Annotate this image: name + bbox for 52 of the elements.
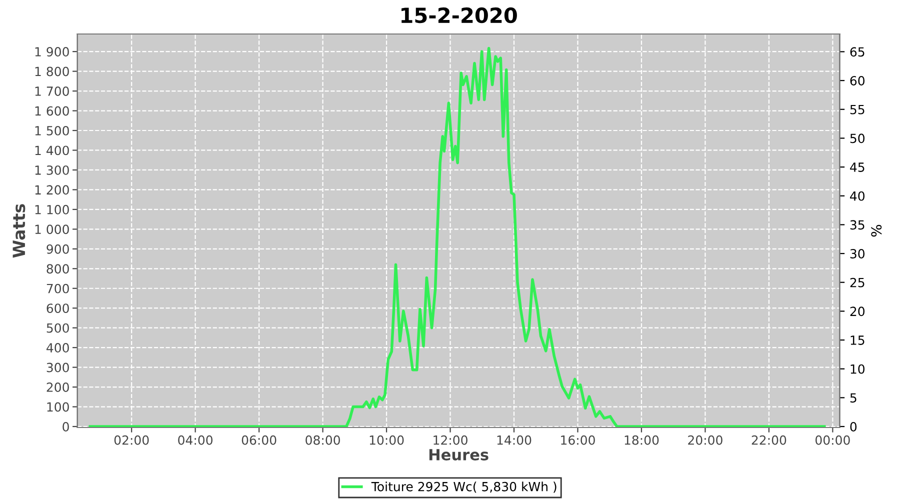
y-tick-label: 1 700 — [35, 86, 69, 96]
y2-tick-label: 5 — [850, 393, 856, 403]
y-tick-label: 100 — [47, 402, 69, 412]
y2-tick-label: 20 — [850, 306, 864, 316]
y-tick-label: 200 — [46, 382, 69, 392]
chart-title: 15-2-2020 — [402, 7, 517, 24]
y2-tick-label: 55 — [850, 105, 864, 114]
y2-tick-label: 25 — [850, 278, 864, 288]
y-tick-label: 1 600 — [35, 106, 69, 116]
y-tick-label: 600 — [46, 304, 69, 314]
x-tick-label: 18:00 — [624, 435, 659, 445]
x-tick-label: 04:00 — [178, 435, 212, 445]
y-tick-label: 1 400 — [35, 146, 69, 156]
y2-tick-label: 40 — [850, 191, 864, 201]
y2-tick-label: 65 — [850, 47, 864, 57]
x-tick-label: 16:00 — [561, 435, 595, 445]
y-tick-label: 1 500 — [35, 126, 69, 136]
y-tick-label: 0 — [62, 422, 69, 432]
x-tick-label: 14:00 — [497, 435, 532, 445]
x-tick-label: 12:00 — [434, 435, 468, 445]
y-tick-label: 900 — [46, 244, 69, 254]
y-tick-label: 1 900 — [35, 47, 69, 56]
y-tick-label: 400 — [46, 343, 69, 353]
x-tick-label: 06:00 — [242, 435, 276, 445]
y-tick-label: 500 — [46, 323, 69, 333]
y-tick-label: 1 200 — [35, 185, 69, 195]
y-tick-label: 800 — [46, 264, 69, 274]
y2-tick-label: 10 — [850, 364, 864, 374]
y2-tick-label: 30 — [850, 249, 864, 258]
y2-tick-label: 60 — [850, 76, 864, 86]
legend-label: Toiture 2925 Wc( 5,830 kWh ) — [371, 482, 556, 493]
x-axis-title: Heures — [429, 449, 488, 460]
x-tick-label: 20:00 — [688, 435, 722, 445]
y-tick-label: 1 100 — [35, 204, 69, 214]
y2-axis-title: % — [871, 224, 882, 237]
y-tick-label: 700 — [46, 284, 69, 294]
y2-tick-label: 50 — [850, 134, 864, 144]
y-axis-title: Watts — [12, 204, 26, 258]
y-tick-label: 300 — [46, 362, 69, 372]
y2-tick-label: 35 — [850, 220, 864, 230]
y-tick-label: 1 300 — [35, 165, 69, 175]
y2-tick-label: 45 — [850, 162, 864, 172]
x-tick-label: 02:00 — [114, 435, 149, 445]
x-tick-label: 10:00 — [370, 435, 404, 445]
y-tick-label: 1 000 — [35, 224, 69, 234]
x-tick-label: 08:00 — [306, 435, 340, 445]
x-tick-label: 22:00 — [752, 435, 786, 445]
y-tick-label: 1 800 — [35, 66, 69, 76]
line-series — [88, 46, 826, 428]
x-tick-label: 00:00 — [816, 435, 850, 445]
y2-tick-label: 15 — [850, 336, 864, 345]
y2-tick-label: 0 — [850, 422, 857, 432]
